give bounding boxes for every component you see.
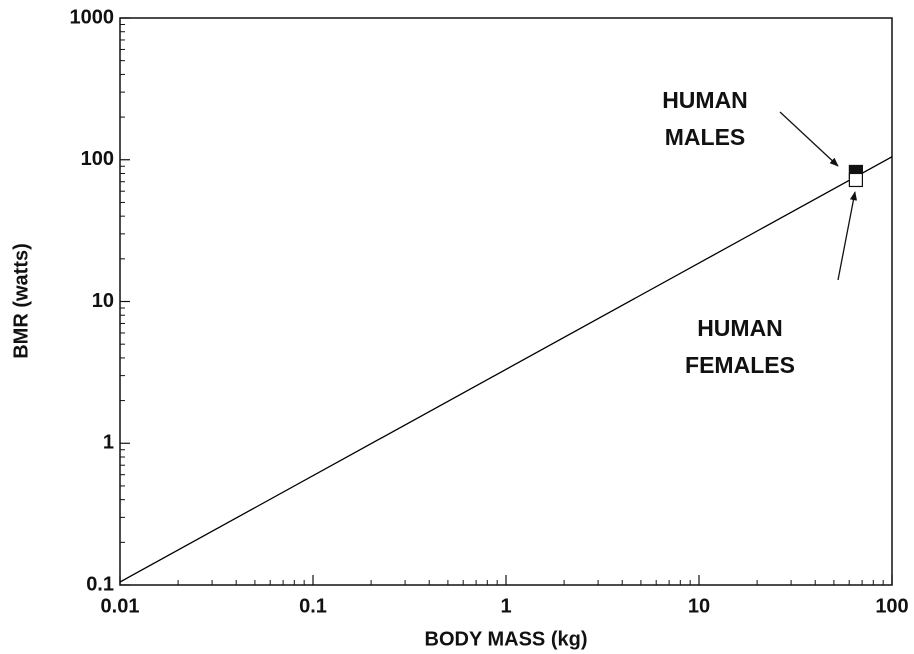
- y-tick-label: 1000: [70, 6, 115, 28]
- y-tick-label: 10: [92, 290, 114, 312]
- x-tick-label: 0.1: [299, 595, 327, 617]
- annotation: MALES: [665, 124, 746, 150]
- annotation-arrow: [779, 111, 839, 167]
- x-tick-label: 0.01: [101, 595, 140, 617]
- x-tick-label: 1: [500, 595, 511, 617]
- plot-frame: [119, 17, 893, 586]
- y-tick-label: 100: [81, 148, 114, 170]
- fit-line: [119, 156, 893, 583]
- data-point: [848, 172, 863, 188]
- y-axis-title: BMR (watts): [10, 243, 32, 359]
- annotation: HUMAN: [697, 315, 783, 341]
- x-tick-label: 10: [688, 595, 710, 617]
- y-tick-label: 1: [103, 432, 114, 454]
- x-tick-label: 100: [875, 595, 908, 617]
- annotation-arrow: [837, 191, 858, 281]
- annotation: HUMAN: [662, 87, 748, 113]
- annotation: FEMALES: [685, 352, 795, 378]
- y-tick-label: 0.1: [86, 573, 114, 595]
- x-axis-title: BODY MASS (kg): [425, 628, 588, 650]
